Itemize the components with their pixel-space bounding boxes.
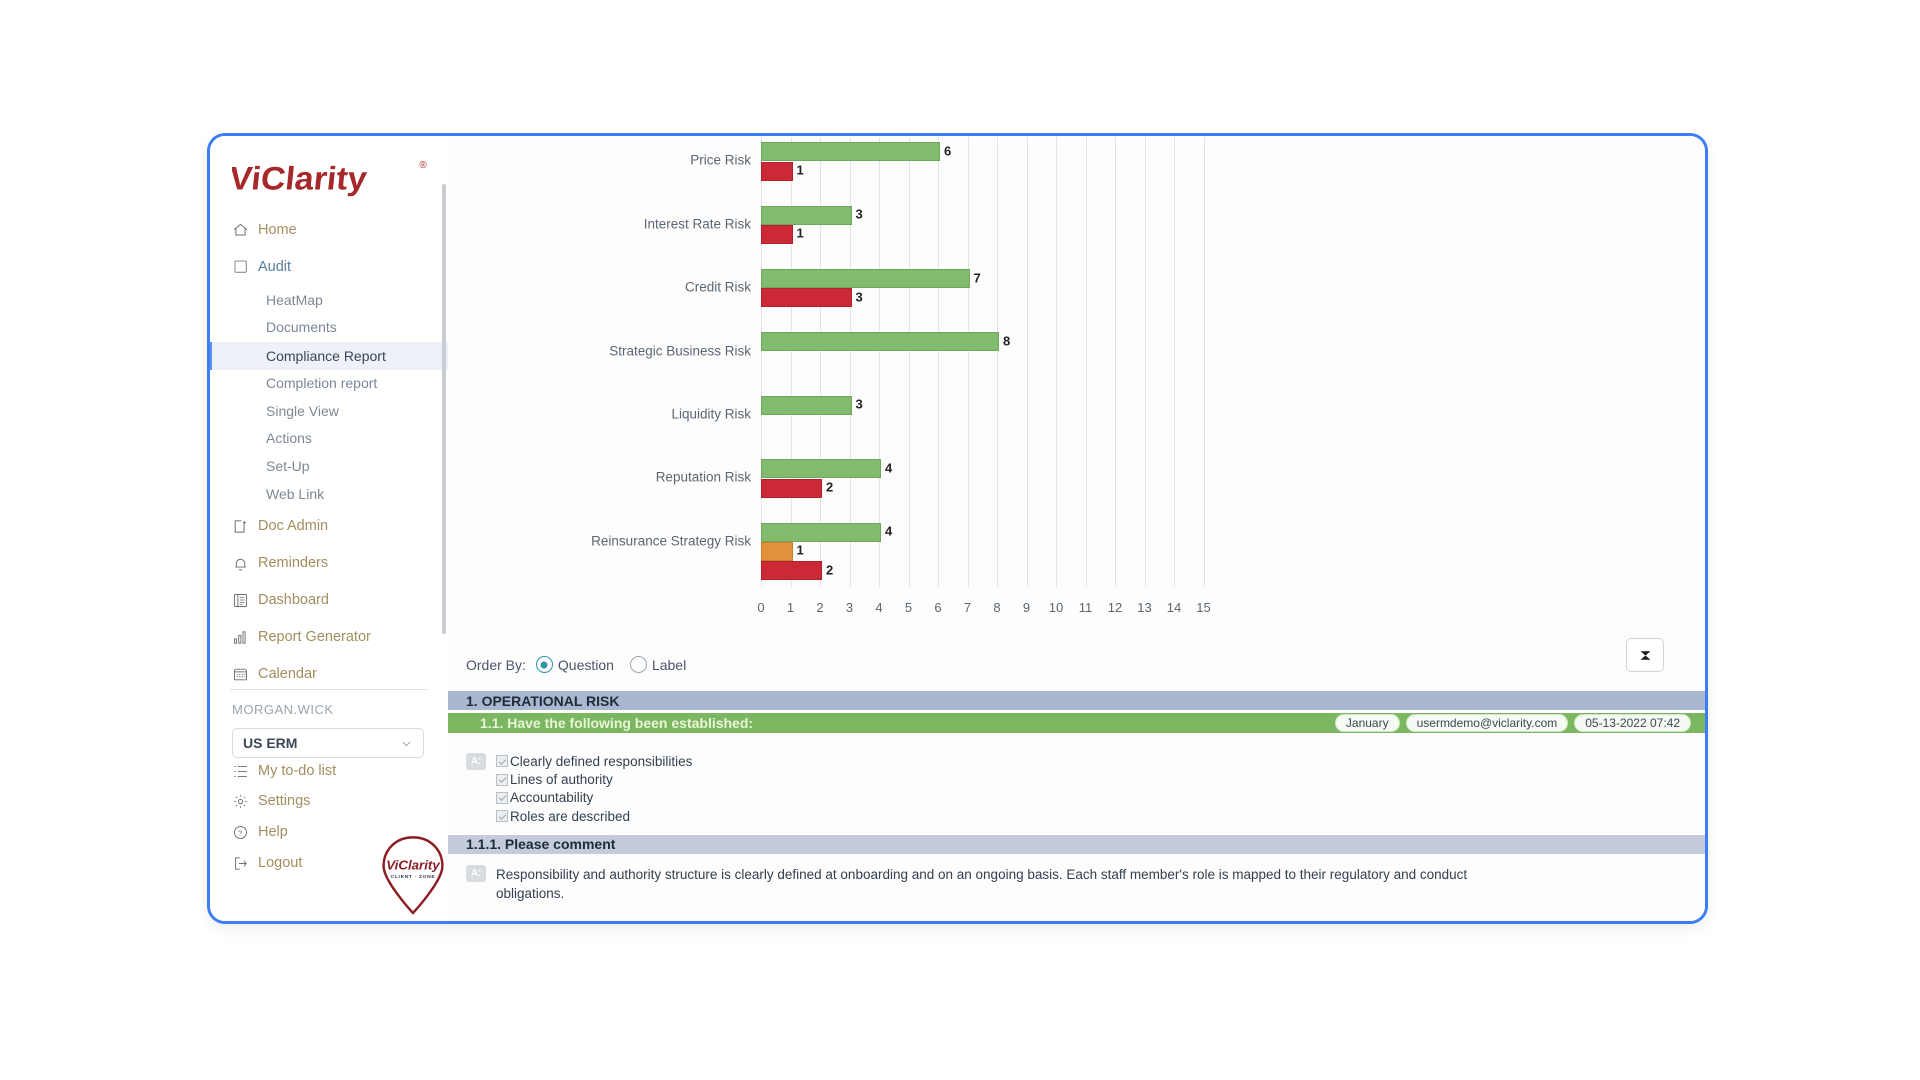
svg-text:?: ? [238, 829, 242, 837]
svg-text:ViClarity: ViClarity [386, 858, 440, 873]
svg-text:CLIENT · ZONE: CLIENT · ZONE [391, 874, 436, 880]
svg-text:®: ® [419, 160, 427, 171]
svg-text:ViClarity: ViClarity [232, 161, 369, 197]
